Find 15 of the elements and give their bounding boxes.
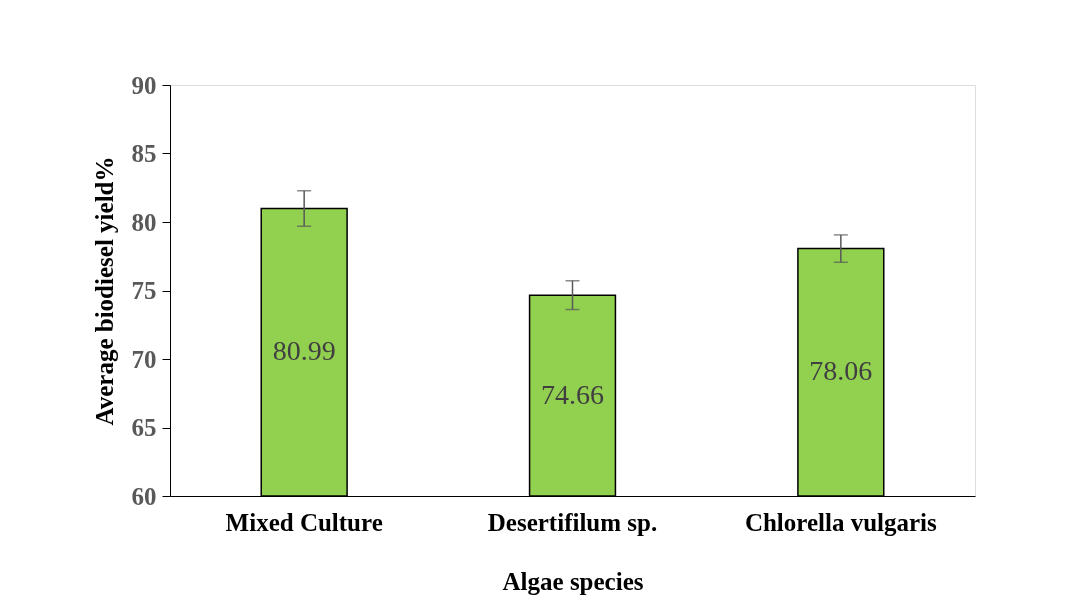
y-tick-label: 70 — [131, 345, 157, 373]
y-tick-label: 60 — [131, 482, 157, 510]
y-axis-title: Average biodiesel yield% — [90, 156, 118, 426]
data-label: 78.06 — [809, 355, 873, 387]
data-label: 80.99 — [272, 335, 336, 367]
x-tick-label: Chlorella vulgaris — [744, 508, 938, 536]
x-tick-label: Desertifilum sp. — [487, 508, 658, 536]
y-tick-label: 65 — [131, 414, 157, 441]
y-tick-label: 75 — [131, 277, 157, 304]
data-label: 74.66 — [541, 378, 604, 410]
x-axis-title: Algae species — [502, 567, 644, 595]
x-tick-label: Mixed Culture — [225, 508, 383, 536]
y-tick-label: 85 — [131, 140, 157, 167]
y-tick-label: 80 — [131, 208, 157, 236]
y-tick-label: 90 — [131, 71, 157, 99]
